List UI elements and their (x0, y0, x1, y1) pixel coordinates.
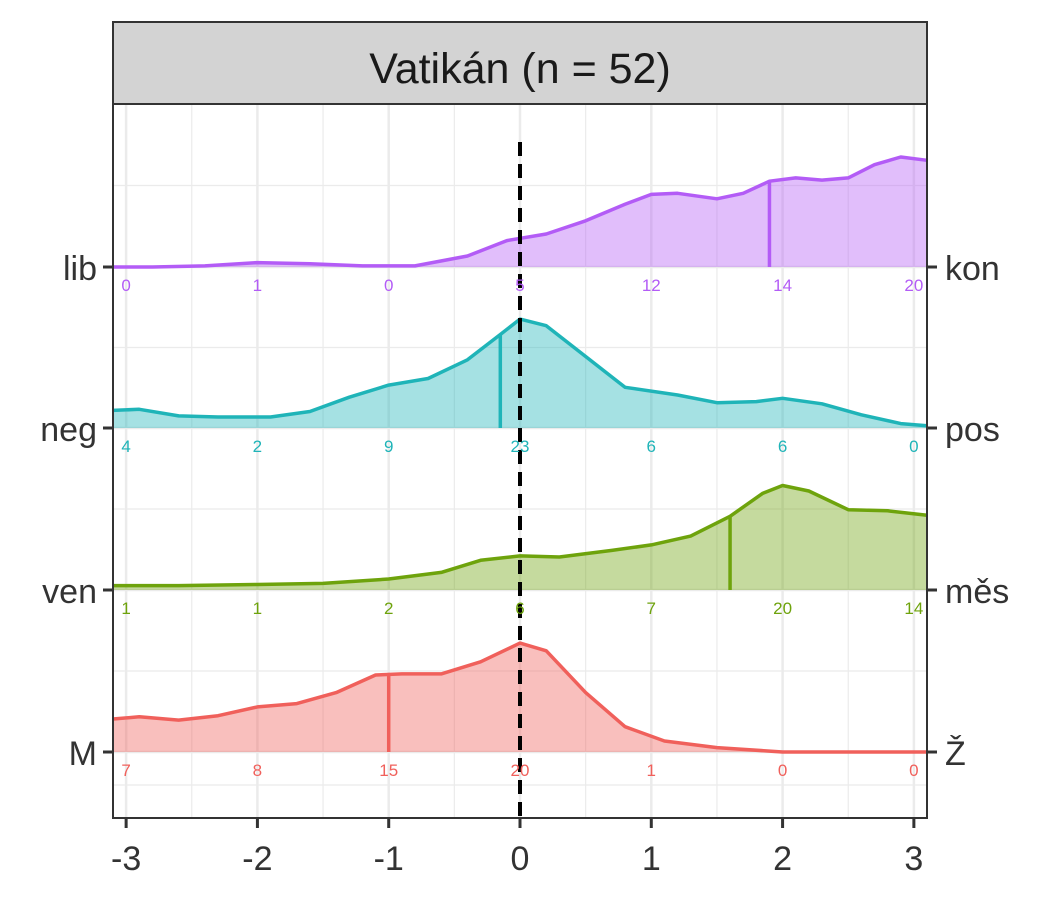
count-label: 20 (904, 276, 923, 295)
x-tick-label: 0 (511, 840, 530, 878)
ridge-area-lib_kon (113, 157, 927, 267)
x-tick-label: -3 (111, 840, 141, 878)
x-tick-label: 2 (773, 840, 792, 878)
count-label: 2 (384, 599, 393, 618)
x-tick-label: -2 (242, 840, 272, 878)
count-label: 15 (379, 761, 398, 780)
ridge-line-lib_kon (113, 155, 928, 269)
count-label: 0 (909, 437, 918, 456)
count-label: 2 (253, 437, 262, 456)
y-label-left: ven (42, 573, 97, 611)
y-label-right: pos (945, 411, 1000, 449)
y-label-left: M (69, 735, 97, 773)
count-label: 7 (647, 599, 656, 618)
count-label: 20 (511, 761, 530, 780)
count-label: 14 (773, 276, 792, 295)
count-labels: 0 1 0 5 12 14 204 2 9 23 6 6 01 1 2 6 7 20 147 8 15 20 1 0 0 (121, 276, 923, 780)
count-label: 23 (511, 437, 530, 456)
x-axis: -3 -2 -1 0 1 2 3 (111, 818, 923, 878)
count-label: 1 (253, 599, 262, 618)
x-tick-label: 1 (642, 840, 661, 878)
ridge-line-ven_mes (113, 483, 928, 588)
count-label: 4 (121, 437, 130, 456)
count-label: 20 (773, 599, 792, 618)
ridge-area-ven_mes (113, 485, 927, 590)
count-label: 0 (778, 761, 787, 780)
ridge-lib_kon (113, 155, 928, 269)
count-label: 6 (778, 437, 787, 456)
y-axis-right: kon pos měs Ž (927, 250, 1009, 773)
strip-header (112, 21, 928, 105)
ridge-ven_mes (113, 483, 928, 590)
x-tick-label: 3 (904, 840, 923, 878)
count-label: 8 (253, 761, 262, 780)
count-label: 1 (253, 276, 262, 295)
ridge-line-m_z (112, 641, 927, 754)
count-label: 5 (515, 276, 524, 295)
count-label: 6 (647, 437, 656, 456)
y-label-left: lib (63, 250, 97, 288)
count-label: 0 (121, 276, 130, 295)
count-label: 9 (384, 437, 393, 456)
y-label-left: neg (40, 411, 97, 449)
count-label: 7 (121, 761, 130, 780)
count-label: 12 (642, 276, 661, 295)
x-tick-label: -1 (374, 840, 404, 878)
count-label: 14 (904, 599, 923, 618)
count-label: 0 (384, 276, 393, 295)
count-label: 0 (909, 761, 918, 780)
count-label: 6 (515, 599, 524, 618)
y-label-right: kon (945, 250, 1000, 288)
count-label: 1 (647, 761, 656, 780)
y-axis-left: lib neg ven M (40, 250, 113, 773)
count-label: 1 (121, 599, 130, 618)
y-label-right: Ž (945, 735, 966, 773)
y-label-right: měs (945, 573, 1009, 611)
chart-title: Vatikán (n = 52) (369, 45, 671, 93)
